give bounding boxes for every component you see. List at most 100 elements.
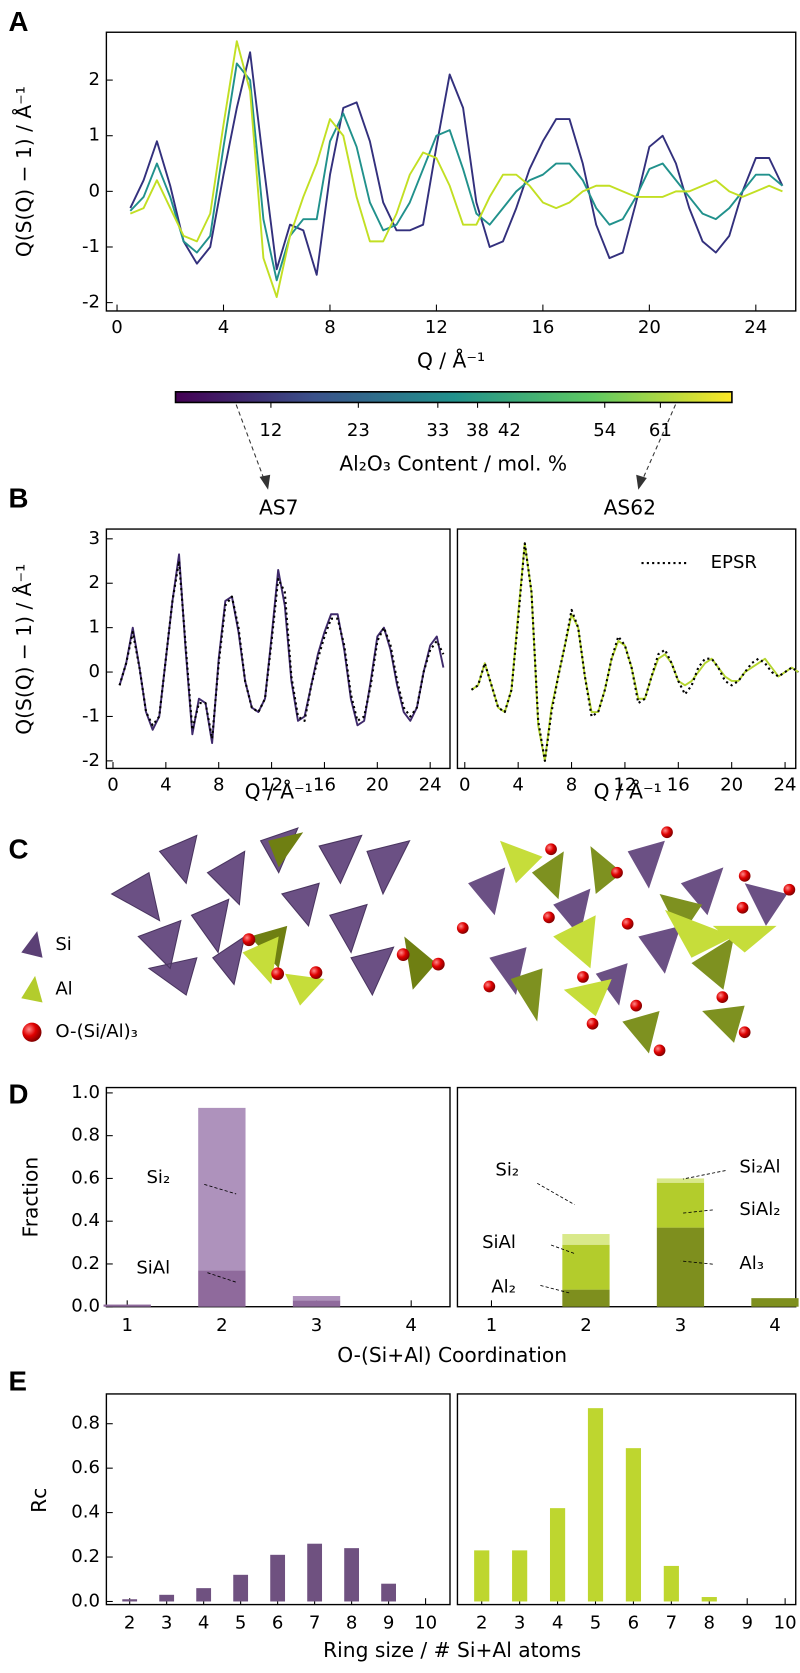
oxygen <box>611 867 623 879</box>
x-tick-label: 12 <box>259 420 282 441</box>
x-tick-label: 7 <box>309 1613 321 1634</box>
x-tick-label: 24 <box>774 774 797 795</box>
panel-label: D <box>9 1078 29 1109</box>
annotation: Al₂ <box>491 1277 516 1298</box>
x-tick-label: 8 <box>213 774 225 795</box>
data-line <box>471 543 798 761</box>
x-tick-label: 16 <box>531 317 554 338</box>
oxygen <box>622 918 634 930</box>
bar <box>196 1588 211 1601</box>
panel-label: A <box>9 6 29 37</box>
x-tick-label: 42 <box>498 420 521 441</box>
x-tick-label: 0 <box>107 774 119 795</box>
x-tick-label: 20 <box>366 774 389 795</box>
leader-line <box>537 1183 574 1204</box>
bar <box>751 1298 798 1307</box>
x-axis-label: Al₂O₃ Content / mol. % <box>339 452 567 476</box>
bar <box>270 1555 285 1602</box>
x-tick-label: 2 <box>124 1613 136 1634</box>
x-tick-label: 8 <box>566 774 578 795</box>
bar <box>512 1550 527 1601</box>
bar <box>344 1548 359 1601</box>
y-tick-label: 0.4 <box>71 1210 100 1231</box>
y-tick-label: 0.6 <box>71 1167 100 1188</box>
x-tick-label: 8 <box>346 1613 358 1634</box>
y-tick-label: 1 <box>88 617 100 638</box>
bar <box>293 1300 340 1306</box>
colorbar <box>176 392 732 403</box>
x-tick-label: 1 <box>486 1315 498 1336</box>
annotation: Si₂ <box>146 1167 170 1188</box>
legend-label: EPSR <box>711 552 758 573</box>
oxygen <box>739 870 751 882</box>
oxygen <box>654 1044 666 1056</box>
x-tick-label: 6 <box>272 1613 284 1634</box>
x-tick-label: 20 <box>638 317 661 338</box>
y-tick-label: 0.6 <box>71 1457 100 1478</box>
x-tick-label: 12 <box>613 774 636 795</box>
annotation: SiAl₂ <box>739 1199 780 1220</box>
data-line <box>130 52 782 275</box>
oxygen <box>310 966 323 979</box>
x-tick-label: 10 <box>774 1613 797 1634</box>
y-tick-label: 2 <box>88 572 100 593</box>
x-tick-label: 12 <box>260 774 283 795</box>
oxygen <box>484 981 496 993</box>
figure: A B C D E Si Al O- <box>0 0 800 1673</box>
x-tick-label: 33 <box>426 420 449 441</box>
x-tick-label: 4 <box>512 774 524 795</box>
y-tick-label: 0.2 <box>71 1253 100 1274</box>
y-tick-label: 0 <box>88 661 100 682</box>
x-tick-label: 24 <box>419 774 442 795</box>
x-tick-label: 4 <box>769 1315 781 1336</box>
y-tick-label: -2 <box>82 750 100 771</box>
oxygen <box>432 958 445 971</box>
annotation: Si₂Al <box>739 1156 780 1177</box>
data-line <box>120 561 444 739</box>
x-tick-label: 54 <box>593 420 616 441</box>
plot-frame <box>106 32 795 311</box>
panel-label: E <box>9 1366 27 1397</box>
x-tick-label: 4 <box>198 1613 210 1634</box>
oxygen <box>716 991 728 1003</box>
y-axis-label: Q(S(Q) − 1) / Å⁻¹ <box>12 564 36 735</box>
x-tick-label: 23 <box>347 420 370 441</box>
x-tick-label: 12 <box>425 317 448 338</box>
x-tick-label: 2 <box>216 1315 228 1336</box>
arrowhead <box>636 475 647 490</box>
x-tick-label: 3 <box>675 1315 687 1336</box>
annotation: Al₃ <box>739 1253 764 1274</box>
y-tick-label: 0.4 <box>71 1502 100 1523</box>
x-tick-label: 5 <box>235 1613 247 1634</box>
structure-left <box>112 828 445 1006</box>
bar <box>381 1584 396 1602</box>
x-tick-label: 20 <box>720 774 743 795</box>
y-tick-label: 0.8 <box>71 1125 100 1146</box>
x-tick-label: 4 <box>218 317 230 338</box>
oxygen <box>630 1000 642 1012</box>
oxygen <box>661 826 673 838</box>
x-tick-label: 38 <box>466 420 489 441</box>
y-tick-label: -2 <box>82 292 100 313</box>
x-tick-label: 7 <box>666 1613 678 1634</box>
x-tick-label: 4 <box>552 1613 564 1634</box>
x-tick-label: 24 <box>744 317 767 338</box>
bar <box>626 1448 641 1601</box>
y-tick-label: 0.2 <box>71 1546 100 1567</box>
data-line <box>130 41 782 297</box>
y-axis-label: Rc <box>27 1488 51 1513</box>
bar <box>104 1305 151 1307</box>
oxygen <box>545 843 557 855</box>
x-tick-label: 0 <box>111 317 123 338</box>
oxygen <box>543 912 555 924</box>
x-tick-label: 61 <box>649 420 672 441</box>
data-line <box>471 543 798 761</box>
bar <box>198 1108 245 1270</box>
y-tick-label: 0.0 <box>71 1296 100 1317</box>
oxygen <box>271 967 284 980</box>
legend-label: Si <box>55 934 72 955</box>
structure-right <box>457 826 795 1056</box>
annotation: SiAl <box>482 1232 516 1253</box>
x-tick-label: 3 <box>161 1613 173 1634</box>
panel-label: B <box>9 483 29 514</box>
